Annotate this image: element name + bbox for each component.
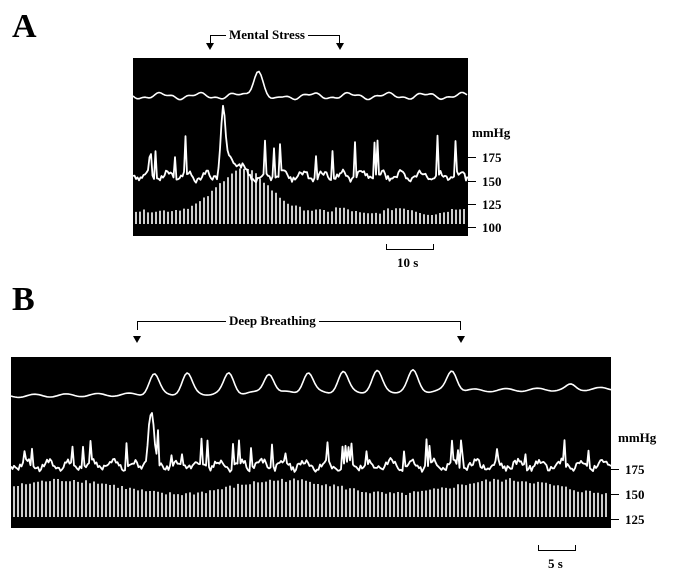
- panel-b-tick-mark: [611, 519, 619, 520]
- panel-a-tick-mark: [468, 204, 476, 205]
- panel-b-tick-label: 150: [625, 487, 645, 502]
- panel-a-tick-mark: [468, 157, 476, 158]
- panel-b-activity-trace: [11, 412, 611, 473]
- panel-b-tick-label: 175: [625, 462, 645, 477]
- panel-b-tick-mark: [611, 494, 619, 495]
- panel-a-unit-label: mmHg: [472, 125, 511, 140]
- panel-b-unit-label: mmHg: [618, 430, 657, 445]
- panel-a-respiration-trace: [133, 70, 468, 101]
- panel-a-activity-trace: [133, 104, 468, 184]
- panel-a-tick-label: 150: [482, 174, 502, 189]
- panel-b-traces: [11, 368, 611, 517]
- panel-a-letter: A: [12, 8, 37, 45]
- panel-a-tick-mark: [468, 227, 476, 228]
- panel-a-event-label: Mental Stress: [226, 28, 308, 41]
- panel-a-tick-label: 175: [482, 150, 502, 165]
- panel-b-pressure-pulses: [13, 478, 607, 517]
- panel-a-tick-label: 100: [482, 220, 502, 235]
- panel-b-scale-bar: [538, 545, 576, 551]
- panel-b-tick-label: 125: [625, 512, 645, 527]
- panel-a-scale-bar: [386, 244, 434, 250]
- panel-b-arrow-end: [457, 336, 465, 343]
- panel-a-pressure-pulses: [135, 168, 465, 224]
- panel-b-respiration-trace: [11, 368, 611, 399]
- panel-a-tick-mark: [468, 181, 476, 182]
- panel-b-letter: B: [12, 281, 35, 318]
- panel-a-trace-box: [133, 58, 468, 236]
- panel-a-arrow-end: [336, 43, 344, 50]
- panel-a-traces: [133, 70, 468, 224]
- panel-a-arrow-start: [206, 43, 214, 50]
- panel-b-tick-mark: [611, 469, 619, 470]
- panel-b-arrow-start: [133, 336, 141, 343]
- panel-b-event-label: Deep Breathing: [226, 314, 319, 327]
- panel-a-tick-label: 125: [482, 197, 502, 212]
- panel-a-scale-label: 10 s: [397, 255, 419, 270]
- panel-b-trace-box: [11, 357, 611, 528]
- panel-b-scale-label: 5 s: [548, 556, 563, 571]
